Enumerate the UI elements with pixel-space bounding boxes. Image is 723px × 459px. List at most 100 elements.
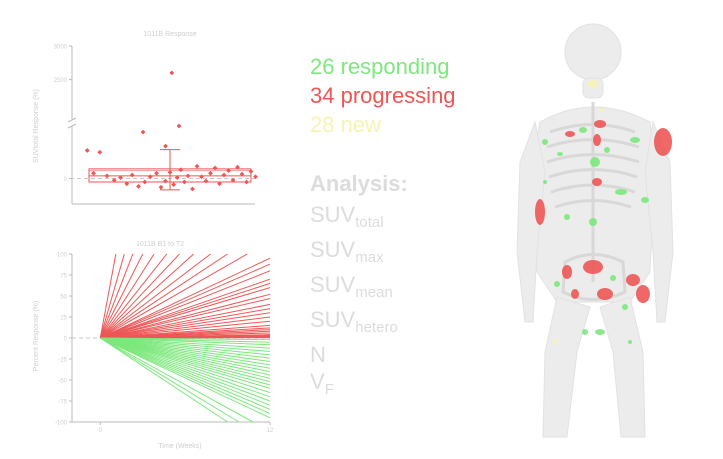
analysis-metric: SUVmean xyxy=(310,271,408,306)
progressing-lesion xyxy=(593,134,601,146)
progressing-lesion xyxy=(562,265,572,279)
responding-lesion xyxy=(641,197,649,203)
responding-lesion xyxy=(542,139,548,145)
series-line xyxy=(100,337,271,352)
series-line xyxy=(100,337,228,423)
x-tick-label: 0 xyxy=(99,428,103,434)
progressing-lesion xyxy=(571,289,579,299)
new-lesion xyxy=(600,108,604,112)
data-point xyxy=(208,170,213,176)
data-point xyxy=(104,173,110,179)
series-line xyxy=(100,270,271,339)
metric-base: N xyxy=(310,342,326,367)
series-line xyxy=(100,337,271,383)
series-line xyxy=(100,337,271,366)
responding-lesion xyxy=(589,218,597,226)
analysis-metric: N xyxy=(310,341,408,368)
metric-base: SUV xyxy=(310,202,356,227)
data-point xyxy=(226,168,231,174)
metric-base: SUV xyxy=(310,272,356,297)
series-line xyxy=(99,253,194,339)
series-line xyxy=(100,257,271,339)
responding-lesion xyxy=(615,189,627,195)
series-line xyxy=(100,337,271,379)
x-tick-label: 12 xyxy=(267,428,274,434)
series-line xyxy=(99,253,125,339)
axis-break-mark xyxy=(67,117,77,123)
series-line xyxy=(99,253,211,339)
data-point xyxy=(182,179,187,185)
data-point xyxy=(147,174,153,180)
series-line xyxy=(100,337,271,415)
data-point xyxy=(221,172,227,178)
new-lesion xyxy=(588,80,598,88)
y-tick-label: 50 xyxy=(60,295,67,301)
pet-skeleton-image xyxy=(516,23,674,438)
series-line xyxy=(100,337,271,363)
y-tick-label: 0 xyxy=(64,337,68,343)
responding-lesion xyxy=(630,137,640,143)
series-line xyxy=(100,337,271,402)
responding-lesion xyxy=(595,329,605,335)
data-point xyxy=(185,173,191,179)
series-lines xyxy=(99,253,271,423)
data-point xyxy=(154,170,159,176)
data-point xyxy=(129,172,135,178)
y-tick-label: 3000 xyxy=(54,45,68,51)
data-point xyxy=(169,70,175,76)
series-line xyxy=(99,253,180,339)
series-line xyxy=(100,337,271,398)
y-axis-label: SUVtotal Response (%) xyxy=(33,89,40,163)
y-tick-label: 75 xyxy=(60,274,67,280)
y-tick-label: 2500 xyxy=(54,78,68,84)
new-lesion xyxy=(553,340,557,344)
y-tick-label: -25 xyxy=(58,358,67,364)
y-tick-label: 100 xyxy=(57,253,68,259)
data-points xyxy=(84,70,258,192)
metric-subscript: F xyxy=(324,381,334,398)
responding-lesion xyxy=(628,340,632,344)
analysis-metric: SUVmax xyxy=(310,236,408,271)
series-line xyxy=(100,298,271,339)
responding-lesion xyxy=(564,214,570,220)
series-line xyxy=(100,308,271,339)
y-tick-label: -50 xyxy=(58,379,67,385)
chart-title: 1011B Response xyxy=(143,31,196,38)
y-tick-label: 0 xyxy=(64,177,68,183)
responding-lesion xyxy=(554,281,560,287)
chart-title: 1011B B1 to T2 xyxy=(136,241,184,248)
metric-subscript: mean xyxy=(355,284,393,301)
series-line xyxy=(100,337,271,373)
progressing-lesion xyxy=(626,274,640,286)
series-line xyxy=(100,337,271,356)
responding-lesion xyxy=(622,304,628,310)
data-point xyxy=(97,149,103,155)
series-line xyxy=(100,337,271,406)
analysis-heading: Analysis: xyxy=(310,171,408,196)
data-point xyxy=(140,129,146,135)
responding-lesion xyxy=(582,329,588,335)
box-plot xyxy=(88,149,252,191)
lesion-hotspots xyxy=(535,80,672,344)
analysis-metrics: SUVtotal SUVmax SUVmean SUVhetero N VF xyxy=(310,201,408,403)
data-point xyxy=(118,175,123,181)
metric-subscript: total xyxy=(355,214,384,231)
series-line xyxy=(100,293,271,339)
data-point xyxy=(171,182,176,188)
data-point xyxy=(230,177,236,183)
data-point xyxy=(163,178,168,184)
series-line xyxy=(100,337,240,423)
data-point xyxy=(244,179,249,185)
responding-lesion xyxy=(590,157,600,167)
series-line xyxy=(100,337,271,389)
metric-base: SUV xyxy=(310,237,356,262)
responding-lesion xyxy=(579,127,587,133)
series-line xyxy=(100,337,271,394)
axis-break-mark xyxy=(67,123,77,129)
series-line xyxy=(100,337,271,376)
series-line xyxy=(100,282,271,339)
y-ticks: 3000 2500 0 xyxy=(54,45,72,183)
data-point xyxy=(111,177,117,183)
progressing-lesion xyxy=(636,285,650,303)
metric-base: V xyxy=(310,369,325,394)
